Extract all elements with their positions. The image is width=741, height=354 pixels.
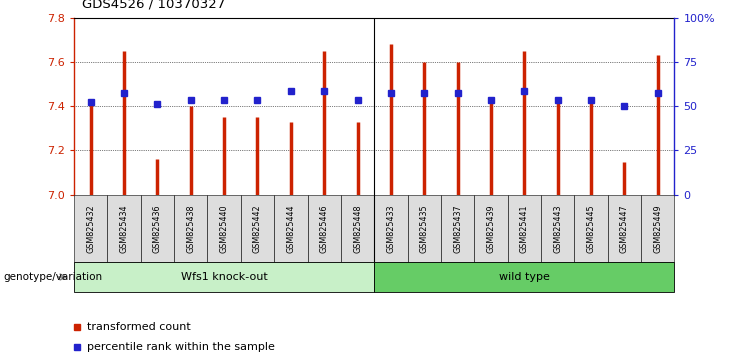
Bar — [474, 195, 508, 262]
Text: GSM825441: GSM825441 — [519, 204, 529, 253]
Bar — [107, 195, 141, 262]
Text: GSM825443: GSM825443 — [553, 204, 562, 253]
Text: transformed count: transformed count — [87, 322, 191, 332]
Text: GSM825444: GSM825444 — [286, 204, 296, 253]
Text: GSM825447: GSM825447 — [619, 204, 629, 253]
Bar — [207, 195, 241, 262]
Bar — [608, 195, 641, 262]
Text: GSM825439: GSM825439 — [486, 204, 496, 253]
Bar — [441, 195, 474, 262]
Text: wild type: wild type — [499, 272, 550, 282]
Text: GSM825438: GSM825438 — [186, 204, 196, 253]
Bar — [141, 195, 174, 262]
Text: GSM825437: GSM825437 — [453, 204, 462, 253]
Bar — [641, 195, 674, 262]
Bar — [541, 195, 574, 262]
Text: Wfs1 knock-out: Wfs1 knock-out — [181, 272, 268, 282]
Text: GSM825445: GSM825445 — [586, 204, 596, 253]
Bar — [274, 195, 308, 262]
Text: GSM825446: GSM825446 — [319, 204, 329, 253]
Text: percentile rank within the sample: percentile rank within the sample — [87, 342, 275, 352]
Bar — [74, 262, 374, 292]
Bar — [374, 262, 674, 292]
Text: GSM825433: GSM825433 — [386, 204, 396, 253]
Bar — [574, 195, 608, 262]
Text: GSM825434: GSM825434 — [119, 204, 129, 253]
Text: GSM825448: GSM825448 — [353, 204, 362, 253]
Bar — [341, 195, 374, 262]
Text: GSM825436: GSM825436 — [153, 204, 162, 253]
Text: GSM825432: GSM825432 — [86, 204, 96, 253]
Bar — [74, 195, 107, 262]
Text: GSM825440: GSM825440 — [219, 204, 229, 253]
Bar — [241, 195, 274, 262]
Bar — [374, 195, 408, 262]
Bar — [408, 195, 441, 262]
Bar — [308, 195, 341, 262]
Text: GSM825435: GSM825435 — [419, 204, 429, 253]
Text: genotype/variation: genotype/variation — [4, 272, 103, 282]
Bar — [508, 195, 541, 262]
Bar — [174, 195, 207, 262]
Text: GSM825449: GSM825449 — [653, 204, 662, 253]
Text: GDS4526 / 10370327: GDS4526 / 10370327 — [82, 0, 225, 11]
Text: GSM825442: GSM825442 — [253, 204, 262, 253]
